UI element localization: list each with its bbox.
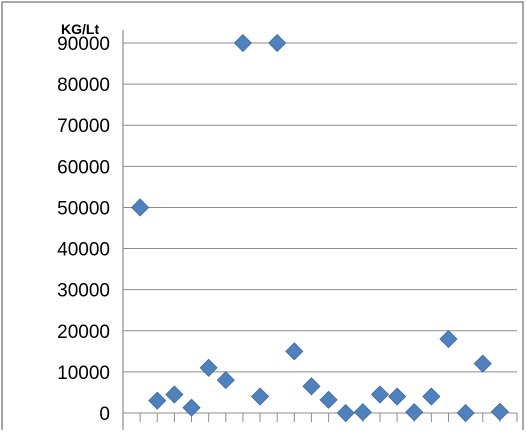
y-tick-label: 0 xyxy=(99,404,110,425)
data-point xyxy=(148,391,167,410)
data-point xyxy=(353,403,372,422)
y-tick-label: 60000 xyxy=(57,157,110,178)
data-point xyxy=(456,403,475,423)
data-point xyxy=(131,198,150,217)
data-point xyxy=(370,385,390,404)
y-tick-label: 40000 xyxy=(57,240,110,261)
y-tick-labels: 0 10000 20000 30000 40000 50000 60000 70000 8000… xyxy=(57,34,110,425)
data-point xyxy=(182,398,201,417)
data-point xyxy=(473,354,492,373)
y-tick-label: 90000 xyxy=(57,34,110,55)
data-point xyxy=(422,387,441,406)
data-point xyxy=(268,33,287,53)
data-point xyxy=(388,387,407,406)
data-point xyxy=(439,329,458,349)
y-tick-label: 50000 xyxy=(57,198,110,219)
y-tick-label: 30000 xyxy=(57,281,110,302)
y-tick-label: 10000 xyxy=(57,363,110,384)
y-tick-label: 80000 xyxy=(57,75,110,96)
data-point xyxy=(233,33,252,53)
data-point xyxy=(302,377,321,396)
data-point xyxy=(165,385,184,404)
y-tick-label: 70000 xyxy=(57,116,110,137)
data-point xyxy=(199,358,218,377)
gridlines xyxy=(123,42,517,414)
data-points xyxy=(131,33,509,423)
data-point xyxy=(405,403,424,422)
data-point xyxy=(285,342,304,361)
data-point xyxy=(336,403,355,423)
y-tick-label: 20000 xyxy=(57,322,110,343)
data-point xyxy=(250,387,270,406)
y-axis-title: KG/Lt xyxy=(61,21,99,37)
data-point xyxy=(319,390,338,409)
data-point xyxy=(216,371,235,390)
data-point xyxy=(490,402,509,421)
